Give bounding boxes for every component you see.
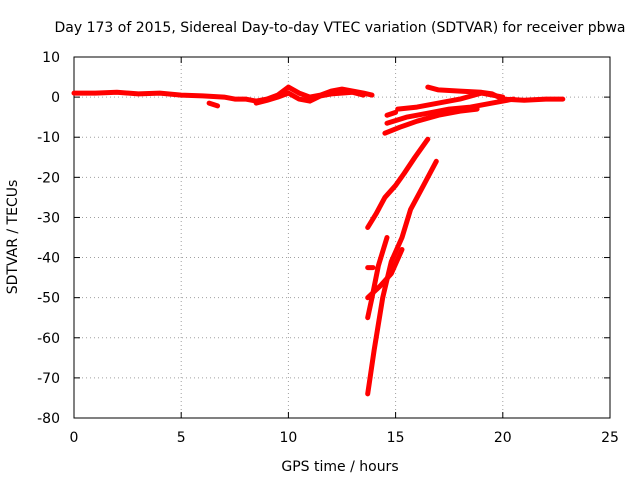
series-late-bottom — [382, 106, 480, 136]
grid-lines — [74, 57, 610, 418]
x-tick-label-3: 15 — [387, 430, 405, 446]
series-late-mid — [395, 90, 506, 112]
x-axis: 0 5 10 15 20 25 — [70, 57, 619, 446]
y-axis: 10 0 -10 -20 -30 -40 -50 -60 -70 -80 — [37, 50, 610, 427]
series-plunge-c — [365, 235, 390, 321]
y-tick-label-3: -20 — [37, 170, 60, 186]
series-plunge-a — [365, 136, 431, 230]
series-plunge-b — [365, 158, 439, 397]
y-tick-label-2: -10 — [37, 130, 60, 146]
y-axis-label: SDTVAR / TECUs — [5, 180, 21, 295]
x-tick-label-1: 5 — [177, 430, 186, 446]
x-tick-label-2: 10 — [279, 430, 297, 446]
y-tick-label-0: 10 — [42, 50, 60, 66]
series-plunge-d — [365, 247, 405, 301]
series-late-short — [384, 109, 399, 118]
series-late-low — [384, 96, 516, 126]
x-axis-label: GPS time / hours — [281, 459, 398, 475]
y-tick-label-9: -80 — [37, 411, 60, 427]
x-tick-label-5: 25 — [601, 430, 619, 446]
y-tick-label-6: -50 — [37, 291, 60, 307]
x-tick-label-4: 20 — [494, 430, 512, 446]
y-tick-label-5: -40 — [37, 251, 60, 267]
data-series — [71, 84, 566, 397]
y-tick-label-1: 0 — [51, 90, 60, 106]
chart-title: Day 173 of 2015, Sidereal Day-to-day VTE… — [54, 20, 625, 36]
y-tick-label-8: -70 — [37, 371, 60, 387]
series-early-dip — [206, 100, 221, 109]
y-tick-label-4: -30 — [37, 210, 60, 226]
series-early-low — [253, 89, 366, 106]
y-tick-label-7: -60 — [37, 331, 60, 347]
x-tick-label-0: 0 — [70, 430, 79, 446]
plot-frame — [73, 56, 611, 419]
